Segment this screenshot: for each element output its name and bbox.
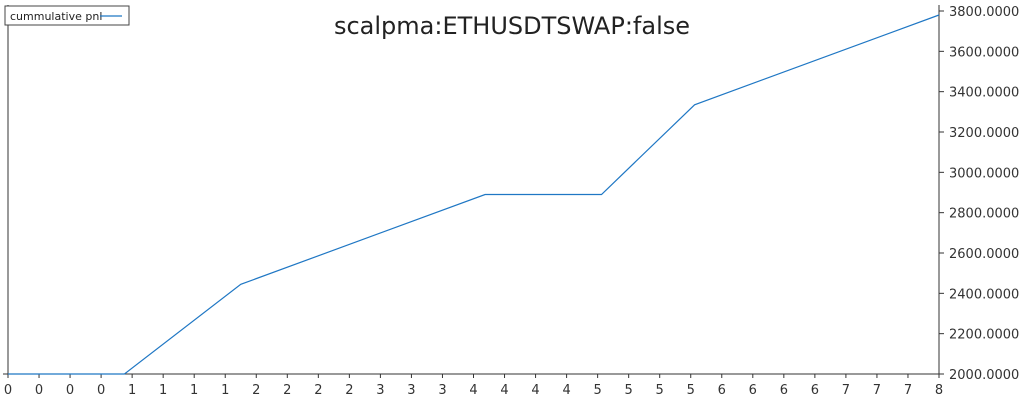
series-line-0 <box>8 14 940 375</box>
x-tick-label: 7 <box>873 383 881 398</box>
y-tick-label: 3800.0000 <box>949 5 1019 20</box>
y-tick-label: 3000.0000 <box>949 166 1019 181</box>
x-tick-label: 0 <box>66 383 74 398</box>
y-tick-label: 2400.0000 <box>949 287 1019 302</box>
x-tick-label: 1 <box>190 383 198 398</box>
x-tick-label: 2 <box>345 383 353 398</box>
x-tick-label: 2 <box>314 383 322 398</box>
x-tick-label: 0 <box>97 383 105 398</box>
axes <box>3 5 940 375</box>
x-tick-label: 8 <box>935 383 943 398</box>
x-tick-label: 2 <box>252 383 260 398</box>
y-tick-label: 3200.0000 <box>949 126 1019 141</box>
x-tick-label: 4 <box>500 383 508 398</box>
x-tick-label: 7 <box>904 383 912 398</box>
x-tick-label: 4 <box>531 383 539 398</box>
y-tick-label: 3400.0000 <box>949 86 1019 101</box>
x-tick-label: 1 <box>221 383 229 398</box>
x-tick-label: 3 <box>376 383 384 398</box>
legend-entry-label: cummulative pnl <box>10 10 102 23</box>
y-tick-label: 2000.0000 <box>949 368 1019 383</box>
legend: cummulative pnl <box>4 5 130 26</box>
x-tick-label: 2 <box>283 383 291 398</box>
x-tick-label: 0 <box>35 383 43 398</box>
x-tick-label: 6 <box>780 383 788 398</box>
x-tick-label: 7 <box>842 383 850 398</box>
y-tick-label: 3600.0000 <box>949 45 1019 60</box>
x-tick-label: 5 <box>687 383 695 398</box>
x-tick-label: 6 <box>749 383 757 398</box>
x-tick-label: 1 <box>128 383 136 398</box>
x-tick-label: 3 <box>407 383 415 398</box>
chart-title: scalpma:ETHUSDTSWAP:false <box>334 12 690 40</box>
series-lines <box>8 14 940 375</box>
x-tick-label: 5 <box>625 383 633 398</box>
y-axis-ticks: 2000.0000 2200.0000 2400.0000 2600.0000 2800… <box>939 5 1019 383</box>
x-tick-label: 6 <box>718 383 726 398</box>
x-tick-label: 5 <box>656 383 664 398</box>
x-tick-label: 1 <box>159 383 167 398</box>
y-tick-label: 2600.0000 <box>949 247 1019 262</box>
x-tick-label: 4 <box>562 383 570 398</box>
x-tick-label: 3 <box>438 383 446 398</box>
y-tick-label: 2200.0000 <box>949 328 1019 343</box>
legend-box <box>4 5 130 26</box>
x-tick-label: 4 <box>469 383 477 398</box>
x-tick-label: 6 <box>811 383 819 398</box>
x-tick-label: 5 <box>593 383 601 398</box>
x-tick-label: 0 <box>4 383 12 398</box>
x-axis-ticks: 0 0 0 0 1 1 1 1 2 2 2 2 3 3 3 4 4 4 4 5 5 5 5 6 6 6 6 7 7 7 8 <box>4 374 943 398</box>
y-tick-label: 2800.0000 <box>949 207 1019 222</box>
